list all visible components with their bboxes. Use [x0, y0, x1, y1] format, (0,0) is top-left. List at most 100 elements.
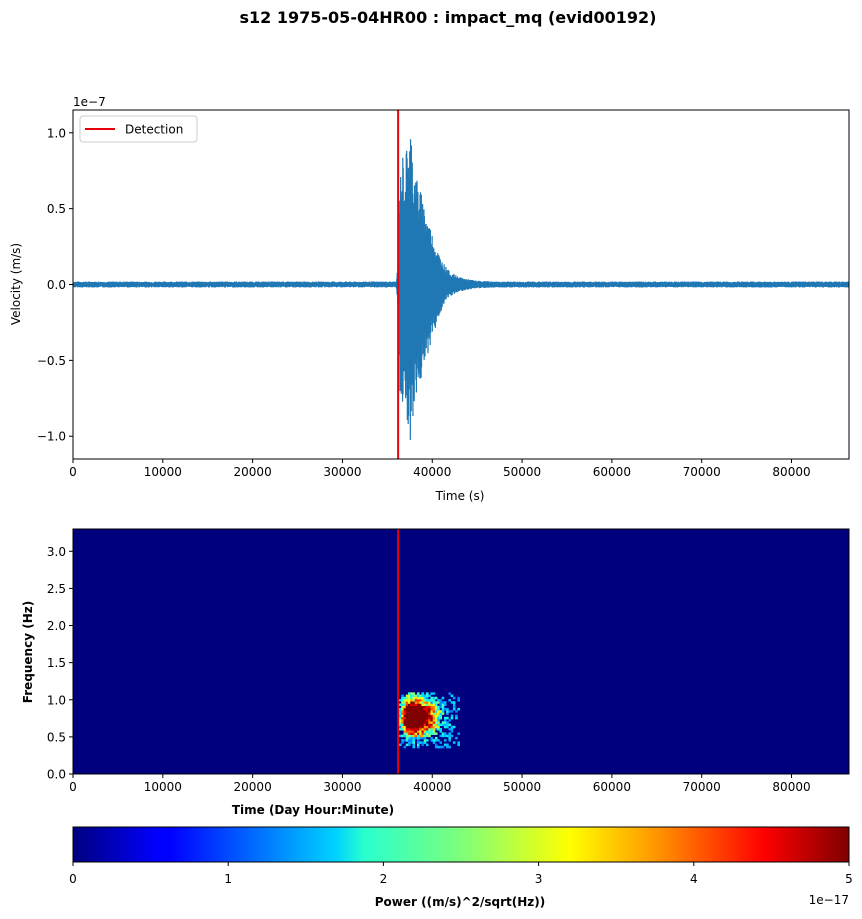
spectrogram-cell	[437, 719, 440, 722]
spectrogram-cell	[401, 699, 404, 702]
spectrogram-cell	[405, 725, 409, 729]
spectrogram-cell	[446, 716, 449, 720]
spectrogram-plot-frame	[72, 528, 850, 775]
waveform-x-ticks: 0 10000 20000 30000 40000 50000 60000 70000 8000…	[69, 459, 811, 479]
spectrogram-cell	[408, 730, 411, 733]
spectrogram-cell	[414, 705, 418, 709]
colorbar-tick-label: 1	[224, 872, 232, 886]
spectrogram-cell	[416, 701, 420, 704]
spectrogram-cell	[401, 739, 404, 742]
spectrogram-cell	[441, 734, 445, 738]
spectrogram-cell	[434, 739, 438, 742]
spectrogram-cell	[425, 721, 429, 724]
x-tick-label: 30000	[323, 780, 361, 794]
spectrogram-cell	[432, 721, 436, 724]
x-tick-label: 60000	[593, 780, 631, 794]
spectrogram-cell	[410, 723, 413, 727]
x-tick-label: 20000	[234, 465, 272, 479]
spectrogram-cell	[443, 734, 447, 738]
spectrogram-cell	[401, 701, 404, 704]
spectrogram-cell	[401, 705, 404, 709]
spectrogram-cell	[423, 721, 427, 724]
spectrogram-cell	[439, 705, 442, 709]
spectrogram-cell	[399, 734, 402, 738]
colorbar-tick-label: 0	[69, 872, 77, 886]
spectrogram-cell	[450, 694, 454, 698]
spectrogram-cell	[399, 725, 402, 729]
spectrogram-x-label: Time (Day Hour:Minute)	[232, 803, 394, 817]
spectrogram-cell	[434, 712, 438, 715]
spectrogram-cell	[450, 701, 454, 704]
spectrogram-cell	[399, 707, 402, 711]
spectrogram-cell	[414, 712, 418, 715]
spectrogram-cell	[452, 705, 456, 709]
spectrogram-cell	[450, 710, 454, 713]
spectrogram-cell	[416, 732, 420, 735]
spectrogram-cell	[446, 725, 449, 729]
spectrogram-cell	[450, 734, 454, 738]
spectrogram-cell	[425, 705, 429, 709]
spectrogram-cell	[416, 716, 420, 720]
spectrogram-cell	[421, 696, 425, 700]
spectrogram-cell	[423, 699, 427, 702]
spectrogram-cell	[410, 699, 413, 702]
spectrogram-cell	[416, 721, 420, 724]
spectrogram-cell	[423, 707, 427, 711]
spectrogram-cell	[405, 716, 409, 720]
spectrogram-cell	[421, 692, 425, 695]
spectrogram-cell	[416, 714, 420, 718]
spectrogram-cell	[430, 699, 434, 702]
spectrogram-cell	[441, 705, 445, 709]
spectrogram-cell	[403, 730, 407, 733]
spectrogram-cell	[448, 736, 451, 740]
figure-title: s12 1975-05-04HR00 : impact_mq (evid0019…	[240, 8, 657, 27]
spectrogram-cell	[412, 692, 416, 695]
spectrogram-cell	[452, 703, 456, 706]
spectrogram-cell	[423, 741, 427, 744]
spectrogram-cell	[405, 730, 409, 733]
spectrogram-cell	[439, 703, 442, 706]
spectrogram-cell	[416, 696, 420, 700]
spectrogram-cell	[434, 703, 438, 706]
spectrogram-cell	[405, 723, 409, 727]
spectrogram-cell	[399, 727, 402, 731]
spectrogram-cell	[439, 727, 442, 731]
x-tick-label: 30000	[323, 465, 361, 479]
spectrogram-cell	[416, 705, 420, 709]
spectrogram-cell	[416, 725, 420, 729]
spectrogram-cell	[430, 730, 434, 733]
spectrogram-cell	[412, 736, 416, 740]
spectrogram-cell	[430, 727, 434, 731]
spectrogram-cell	[401, 734, 404, 738]
spectrogram-cell	[421, 741, 425, 744]
spectrogram-cell	[419, 732, 422, 735]
spectrogram-cell	[410, 739, 413, 742]
spectrogram-cell	[448, 727, 451, 731]
waveform-chart: 0 10000 20000 30000 40000 50000 60000 70000 8000…	[9, 95, 850, 503]
spectrogram-cell	[434, 736, 438, 740]
spectrogram-cell	[437, 716, 440, 720]
x-tick-label: 40000	[413, 780, 451, 794]
spectrogram-cell	[428, 727, 431, 731]
spectrogram-cell	[423, 725, 427, 729]
spectrogram-cell	[437, 701, 440, 704]
spectrogram-cell	[412, 696, 416, 700]
spectrogram-cell	[403, 723, 407, 727]
spectrogram-cell	[408, 732, 411, 735]
spectrogram-cell	[421, 712, 425, 715]
spectrogram-cell	[428, 710, 431, 713]
spectrogram-cell	[430, 696, 434, 700]
spectrogram-cell	[428, 716, 431, 720]
spectrogram-cell	[450, 727, 454, 731]
spectrogram-cell	[403, 719, 407, 722]
colorbar-tick-label: 2	[380, 872, 388, 886]
spectrogram-cell	[443, 723, 447, 727]
colorbar-tick-label: 4	[690, 872, 698, 886]
spectrogram-cell	[416, 730, 420, 733]
spectrogram-cell	[419, 716, 422, 720]
spectrogram-cell	[425, 712, 429, 715]
spectrogram-cell	[428, 701, 431, 704]
spectrogram-cell	[410, 692, 413, 695]
spectrogram-cell	[457, 707, 460, 711]
